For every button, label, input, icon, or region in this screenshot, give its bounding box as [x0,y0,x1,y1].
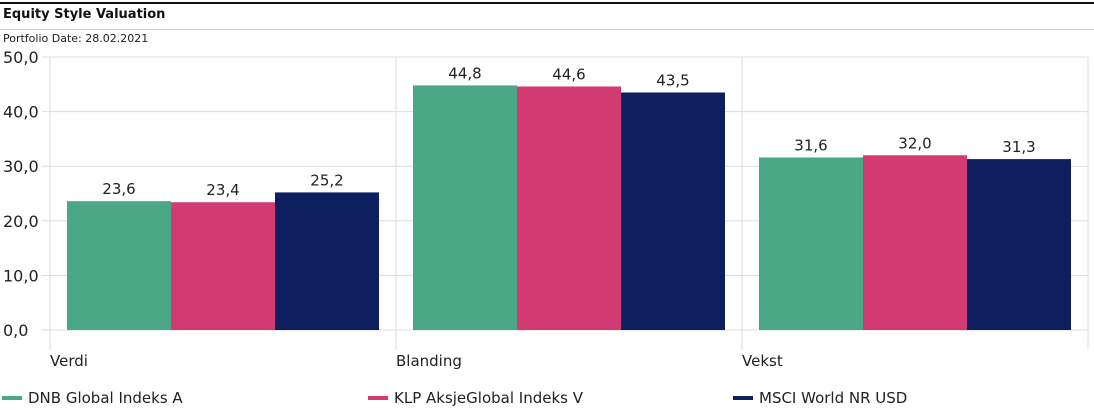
legend-label: MSCI World NR USD [759,389,908,407]
legend-label: DNB Global Indeks A [28,389,183,407]
data-label: 31,6 [794,136,827,154]
data-label: 44,8 [448,64,481,82]
legend-label: KLP AksjeGlobal Indeks V [394,389,583,407]
chart-title: Equity Style Valuation [3,7,166,22]
bar [171,202,275,330]
bar [275,192,379,330]
legend-swatch [368,396,388,400]
legend-item-1: KLP AksjeGlobal Indeks V [368,389,583,407]
bar [621,92,725,331]
y-tick-label: 30,0 [3,157,39,176]
legend-swatch [733,396,753,400]
data-label: 31,3 [1002,138,1035,156]
portfolio-date: Portfolio Date: 28.02.2021 [3,32,149,45]
x-tick-label: Blanding [396,352,462,370]
y-tick-label: 0,0 [3,321,28,340]
data-label: 23,6 [102,180,135,198]
bar [967,159,1071,330]
y-tick-label: 20,0 [3,212,39,231]
data-label: 44,6 [552,65,585,83]
data-label: 23,4 [206,181,239,199]
bar [759,157,863,330]
bar [413,85,517,330]
y-tick-label: 10,0 [3,266,39,285]
data-label: 25,2 [310,171,343,189]
y-tick-label: 50,0 [3,48,39,67]
x-tick-label: Vekst [742,352,783,370]
y-tick-label: 40,0 [3,103,39,122]
bar [67,201,171,330]
bar [863,155,967,330]
bar [517,86,621,330]
legend-swatch [2,396,22,400]
x-tick-label: Verdi [50,352,88,370]
legend-item-0: DNB Global Indeks A [2,389,183,407]
data-label: 32,0 [898,134,931,152]
data-label: 43,5 [656,71,689,89]
legend-item-2: MSCI World NR USD [733,389,907,407]
top-border [0,2,1094,4]
divider [0,29,1094,30]
